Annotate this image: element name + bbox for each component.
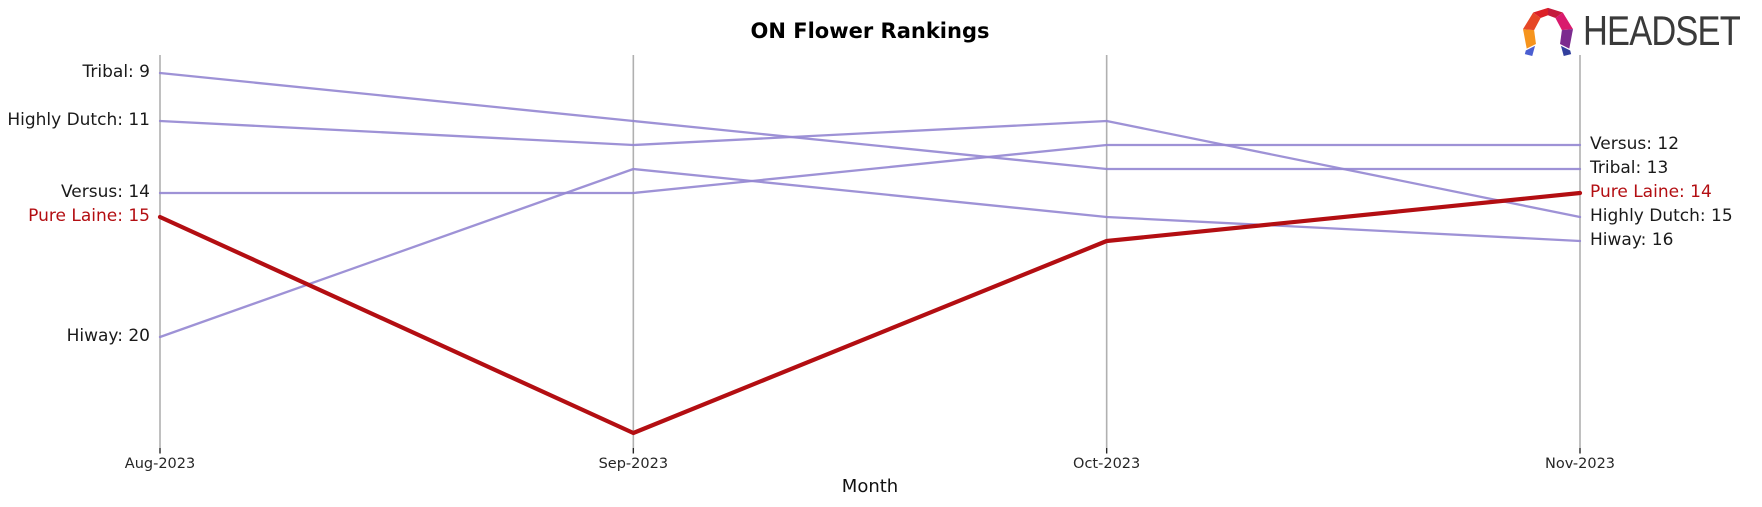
series-label-left-versus: Versus: 14 (60, 182, 150, 202)
series-label-left-pure-laine: Pure Laine: 15 (28, 206, 150, 226)
tick-label-oct-2023: Oct-2023 (1073, 456, 1141, 472)
series-line-highly-dutch (158, 119, 1582, 219)
series-line-hiway (158, 167, 1582, 339)
series-label-left-hiway: Hiway: 20 (66, 326, 150, 346)
series-label-right-versus: Versus: 12 (1590, 134, 1680, 154)
chart-title: ON Flower Rankings (750, 19, 990, 43)
series-label-right-pure-laine: Pure Laine: 14 (1590, 182, 1712, 202)
series-label-left-tribal: Tribal: 9 (82, 62, 150, 82)
series-line-tribal (158, 71, 1582, 171)
series-label-right-highly-dutch: Highly Dutch: 15 (1590, 206, 1733, 226)
headset-logo-text: HEADSET (1583, 7, 1741, 54)
series-line-versus (158, 143, 1582, 195)
headset-logo: HEADSET (1519, 6, 1762, 56)
series-label-left-highly-dutch: Highly Dutch: 11 (7, 110, 150, 130)
tick-label-aug-2023: Aug-2023 (124, 456, 196, 472)
tick-label-sep-2023: Sep-2023 (598, 456, 669, 472)
x-axis-label: Month (841, 476, 899, 497)
series-label-right-tribal: Tribal: 13 (1590, 158, 1669, 178)
series-label-right-hiway: Hiway: 16 (1590, 230, 1674, 250)
series-line-pure-laine (157, 190, 1583, 436)
headset-logo-icon (1523, 7, 1573, 56)
tick-label-nov-2023: Nov-2023 (1544, 456, 1616, 472)
